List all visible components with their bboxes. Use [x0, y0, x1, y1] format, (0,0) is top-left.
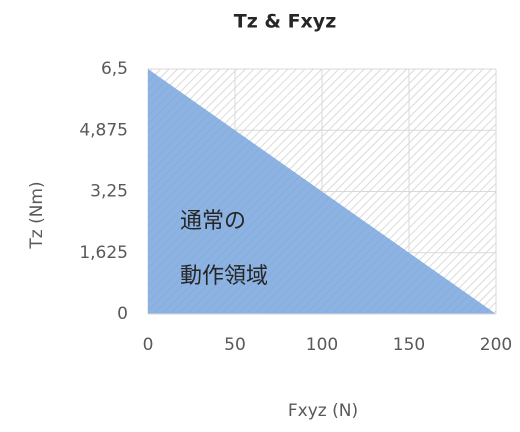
- y-tick-label: 4,875: [79, 120, 128, 140]
- x-tick-label: 50: [224, 335, 246, 355]
- y-tick-label: 1,625: [79, 243, 128, 263]
- y-tick-label: 6,5: [101, 59, 128, 79]
- area-hatch: [148, 69, 496, 314]
- x-axis-label: Fxyz (N): [288, 401, 358, 421]
- x-tick-label: 200: [480, 335, 512, 355]
- chart-title: Tz & Fxyz: [234, 11, 337, 33]
- annotation: 通常の: [180, 209, 246, 234]
- x-tick-label: 150: [393, 335, 425, 355]
- y-tick-label: 0: [117, 304, 128, 324]
- y-tick-label: 3,25: [90, 182, 128, 202]
- annotation: 動作領域: [180, 264, 268, 289]
- y-axis-label: Tz (Nm): [27, 181, 47, 249]
- x-tick-label: 100: [306, 335, 338, 355]
- x-tick-label: 0: [143, 335, 154, 355]
